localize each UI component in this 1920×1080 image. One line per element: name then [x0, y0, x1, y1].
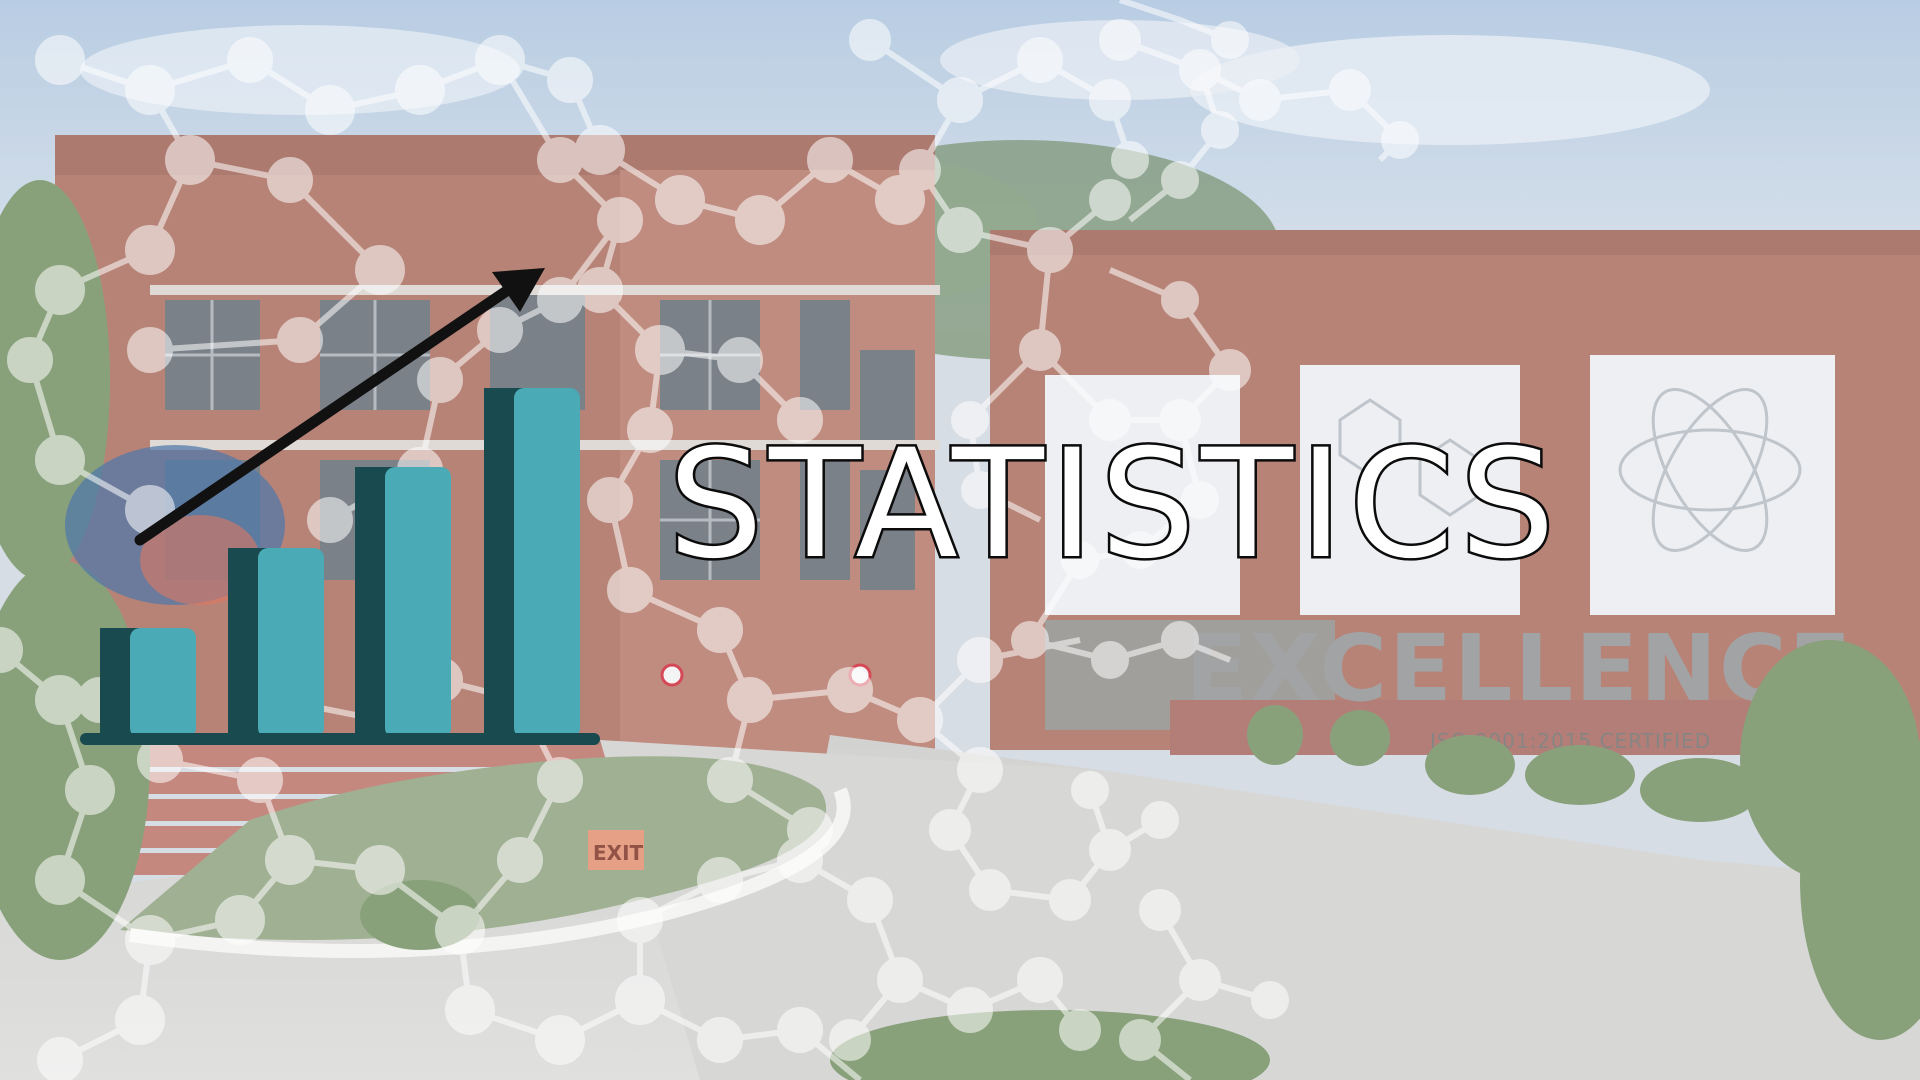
chart-bar-1 [100, 628, 196, 738]
exit-sign: EXIT [588, 830, 644, 870]
chart-bar-4 [484, 388, 580, 738]
chart-bar-2 [228, 548, 324, 738]
excellence-sign: EXCELLENCE [1185, 615, 1853, 722]
planter [120, 756, 827, 940]
bar-chart-growth-icon [80, 388, 600, 745]
svg-text:EXIT: EXIT [593, 841, 644, 865]
right-building [990, 230, 1920, 755]
chart-baseline [80, 733, 600, 745]
molecule-network-overlay [0, 0, 1419, 1080]
page-title: STATISTICS [665, 418, 1562, 592]
trend-arrow-icon [134, 268, 545, 546]
chart-bar-3 [355, 467, 451, 738]
